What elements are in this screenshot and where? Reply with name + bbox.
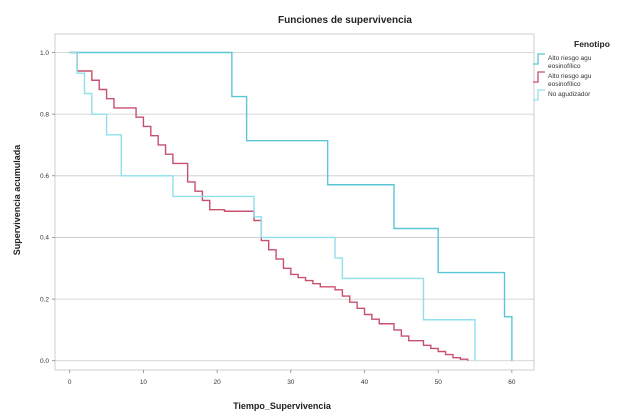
y-axis-ticks: 0.0 0.2 0.4 0.6 0.8 1.0 [40, 50, 55, 365]
x-tick-label-2: 20 [214, 379, 222, 386]
series-line-0 [69, 51, 513, 361]
series-line-2 [69, 51, 476, 361]
y-tick-label-4: 0.8 [40, 111, 49, 118]
legend-label-0-line2: eosinofílico [548, 63, 581, 70]
legend: Fenotipo Alto riesgo agueosinofílicoAlto… [533, 39, 610, 101]
x-axis-ticks: 0 10 20 30 40 50 60 [68, 370, 516, 386]
y-tick-label-3: 0.6 [40, 173, 49, 180]
gridlines [55, 52, 534, 362]
legend-swatch-1 [533, 71, 545, 83]
chart-title: Funciones de supervivencia [278, 15, 412, 26]
y-axis-label: Supervivencia acumulada [12, 144, 22, 256]
x-tick-label-6: 60 [508, 379, 516, 386]
legend-swatch-0 [533, 53, 545, 65]
y-tick-label-1: 0.2 [40, 296, 49, 303]
x-tick-label-0: 0 [68, 379, 72, 386]
legend-title: Fenotipo [574, 39, 610, 49]
legend-label-0: Alto riesgo agu [548, 55, 592, 62]
y-tick-label-2: 0.4 [40, 235, 49, 242]
series-lines [69, 51, 513, 361]
plot-frame [54, 33, 535, 371]
x-tick-label-1: 10 [140, 379, 148, 386]
x-axis-label: Tiempo_Supervivencia [233, 401, 332, 411]
x-tick-label-5: 50 [435, 379, 443, 386]
x-tick-label-3: 30 [287, 379, 295, 386]
legend-label-1: Alto riesgo agu [548, 73, 592, 80]
y-tick-label-0: 0.0 [40, 358, 49, 365]
legend-label-2: No agudizador [548, 91, 591, 98]
series-line-1 [69, 51, 469, 361]
legend-swatch-2 [533, 89, 545, 101]
x-tick-label-4: 40 [361, 379, 369, 386]
legend-label-1-line2: eosinofílico [548, 81, 581, 88]
y-tick-label-5: 1.0 [40, 50, 49, 57]
